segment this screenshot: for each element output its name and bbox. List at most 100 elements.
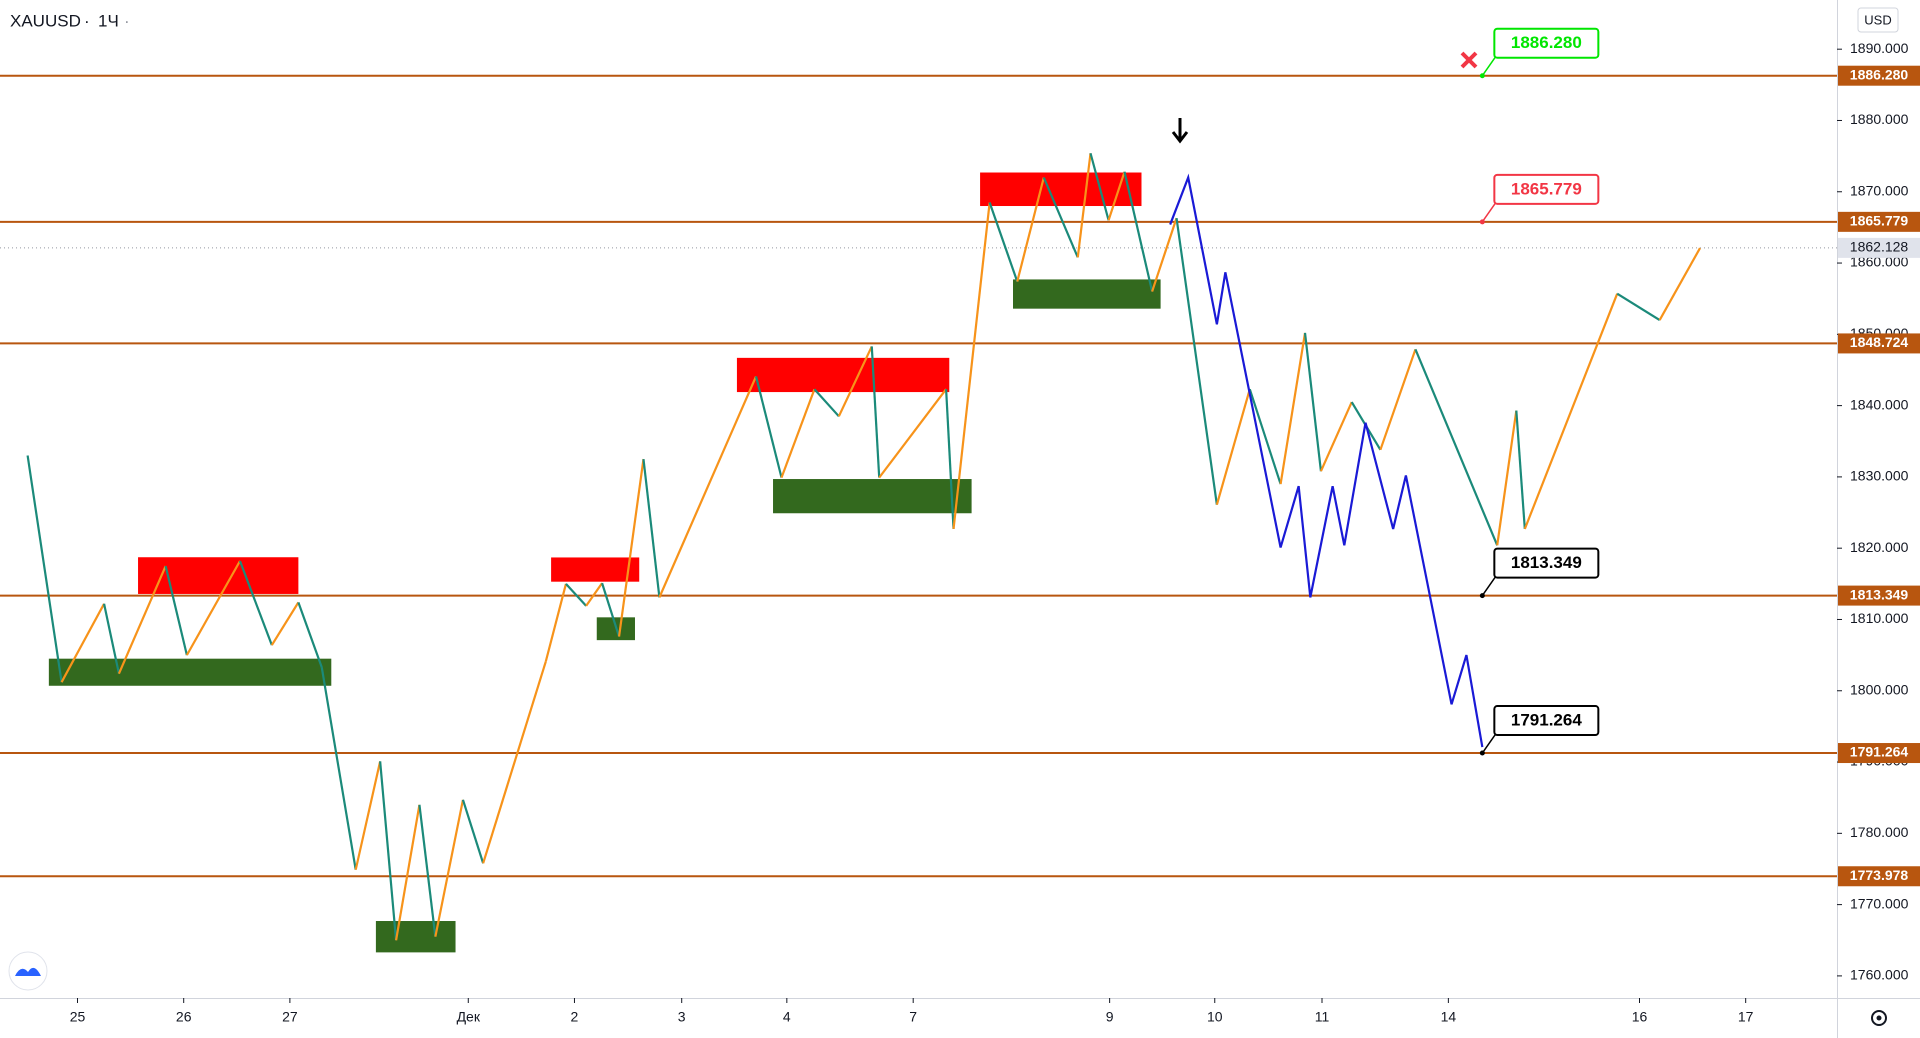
zigzag-segment [379,761,398,941]
zigzag-segment [1076,153,1092,258]
last-price-label: 1862.128 [1850,239,1909,255]
x-tick-label: 26 [176,1009,192,1025]
zigzag-segment [642,458,661,598]
zigzag-segment [26,455,63,683]
y-tick-label: 1760.000 [1850,967,1909,983]
y-tick-label: 1780.000 [1850,824,1909,840]
level-axis-box [1838,585,1920,606]
y-tick-label: 1820.000 [1850,539,1909,555]
zigzag-segment [434,799,465,937]
y-tick-label: 1770.000 [1850,895,1909,911]
x-tick-label: 7 [909,1009,917,1025]
separator: · [124,11,130,30]
logo-cloud[interactable] [15,967,41,976]
zigzag-segment [1123,171,1154,292]
zigzag-segment [185,560,241,656]
x-tick-label: 17 [1738,1009,1754,1025]
zigzag-segment [1496,410,1518,546]
zigzag-segment [418,804,437,937]
zigzag-segment [238,560,273,646]
zigzag-segment [952,202,991,530]
level-axis-label: 1886.280 [1850,66,1909,82]
callout-box [1493,705,1600,737]
zone [551,557,640,582]
callout-box [1493,173,1600,205]
zigzag-segment [1515,410,1526,530]
level-axis-label: 1813.349 [1850,586,1909,602]
zigzag-segment [878,388,947,479]
zigzag-segment [1303,332,1323,472]
zigzag-segment [813,388,840,418]
callout-label: 1865.779 [1511,179,1582,198]
zigzag-segment [354,761,382,870]
callout-label: 1791.264 [1511,711,1582,730]
callout-pointer [1481,55,1497,77]
x-tick-label: 11 [1315,1009,1330,1025]
gear-hub[interactable] [1876,1015,1882,1021]
zigzag-segment [837,345,873,417]
zigzag-segment [164,565,188,656]
currency-box[interactable] [1857,7,1899,33]
currency[interactable]: USD [1864,12,1891,27]
x-tick-label: 16 [1632,1009,1648,1025]
callout-label: 1886.280 [1511,33,1582,52]
zigzag-segment [461,799,485,864]
zigzag-segment [1616,292,1661,322]
cross-marker [1460,51,1478,69]
zigzag-segment [870,346,881,478]
callout-pointer [1481,201,1497,223]
zone [773,479,972,514]
level-axis-label: 1848.724 [1850,334,1909,350]
level-axis-box [1838,65,1920,86]
y-tick-label: 1870.000 [1850,182,1909,198]
zigzag-segment [1248,388,1282,485]
logo[interactable] [8,951,48,991]
zigzag-segment [1175,217,1218,505]
y-tick-label: 1800.000 [1850,681,1909,697]
x-tick-label: Дек [457,1009,481,1025]
zigzag-segment [1414,348,1499,546]
logo-circle[interactable] [8,951,48,991]
zigzag-segment [658,375,758,598]
zigzag-segment [1107,171,1126,221]
zone [980,172,1142,207]
y-tick-label: 1840.000 [1850,396,1909,412]
axis-layer: 1760.0001770.0001780.0001790.0001800.000… [70,40,1920,1025]
separator: · [84,11,90,30]
y-tick-label: 1810.000 [1850,610,1909,626]
arrow-down-marker [1171,118,1189,144]
zone [48,658,332,686]
x-tick-label: 9 [1106,1009,1114,1025]
x-tick-label: 2 [571,1009,579,1025]
zigzag-segment [297,601,323,668]
zigzag-segment [1016,177,1045,282]
zone [1013,279,1161,309]
zigzag-segment [482,661,547,864]
y-tick-label: 1880.000 [1850,111,1909,127]
plot-layer: 1886.280 1865.779 1813.349 1791.264 [0,27,1837,953]
zigzag-segment [1319,401,1353,472]
callout-pointer [1481,732,1497,754]
gear[interactable] [1871,1010,1887,1026]
level-axis-label: 1865.779 [1850,213,1909,229]
callout-pointer [1481,575,1497,597]
zigzag-segment [60,603,106,683]
last-price-box [1838,237,1920,258]
settings-icon[interactable] [1871,1010,1887,1026]
zigzag-segment [1658,247,1701,321]
level-axis-label: 1773.978 [1850,867,1909,883]
zigzag-segment [544,583,568,662]
zigzag-segment [617,458,645,637]
x-tick-label: 25 [70,1009,86,1025]
zigzag-segment [117,565,167,675]
zigzag-segment [601,582,621,637]
y-tick-label: 1830.000 [1850,468,1909,484]
y-tick-label: 1890.000 [1850,40,1909,56]
x-tick-label: 27 [282,1009,298,1025]
zone [736,357,950,393]
x-tick-label: 3 [678,1009,686,1025]
callout-box [1493,547,1600,579]
